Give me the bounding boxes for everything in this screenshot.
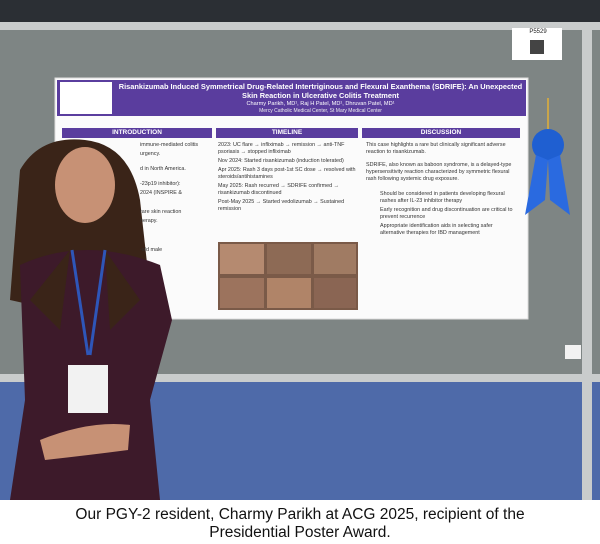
poster-affiliation: Mercy Catholic Medical Center, St Mary M… [259,108,382,114]
section-heading: INTRODUCTION [62,128,212,138]
caption-line: Our PGY-2 resident, Charmy Parikh at ACG… [75,506,525,523]
photo [0,0,600,500]
section-heading: TIMELINE [216,128,358,138]
text-line: rare skin reaction [140,209,182,215]
text-line: -23p19 inhibitor): [140,181,181,187]
text-line: 2023: UC flare → infliximab → remission … [218,142,345,155]
bullet: Early recognition and drug discontinuati… [380,207,513,220]
timeline-text: 2023: UC flare → infliximab → remission … [218,142,358,215]
intro-text: immune-mediated colitis urgency. d in No… [140,142,212,256]
bullet: Appropriate identification aids in selec… [380,223,493,236]
text-line: Apr 2025: Rash 3 days post-1st SC dose →… [218,167,356,180]
caption-line: Presidential Poster Award. [209,524,391,541]
text-line: urgency. [140,151,161,157]
discussion-text: This case highlights a rare but clinical… [366,142,518,239]
text-line: -old male [140,247,163,253]
text-line: Post-May 2025 → Started vedolizumab → Su… [218,199,345,212]
text-line: immune-mediated colitis [140,142,199,148]
text-line: May 2025: Rash recurred → SDRIFE confirm… [218,183,340,196]
bullet: Should be considered in patients develop… [380,191,505,204]
text-line: herapy. [140,218,158,224]
text-line: 2024 (INSPIRE & [140,190,182,196]
text-line: SDRIFE, also known as baboon syndrome, i… [366,162,512,182]
text-line: Nov 2024: Started risankizumab (inductio… [218,158,344,164]
section-heading: DISCUSSION [362,128,520,138]
poster-authors: Charmy Parikh, MD¹, Raj H Patel, MD¹, Dh… [246,101,395,107]
text-line: d in North America. [140,166,186,172]
text-line: This case highlights a rare but clinical… [366,142,506,155]
poster-number: P5529 [529,29,547,35]
poster-title: Risankizumab Induced Symmetrical Drug-Re… [118,82,523,100]
